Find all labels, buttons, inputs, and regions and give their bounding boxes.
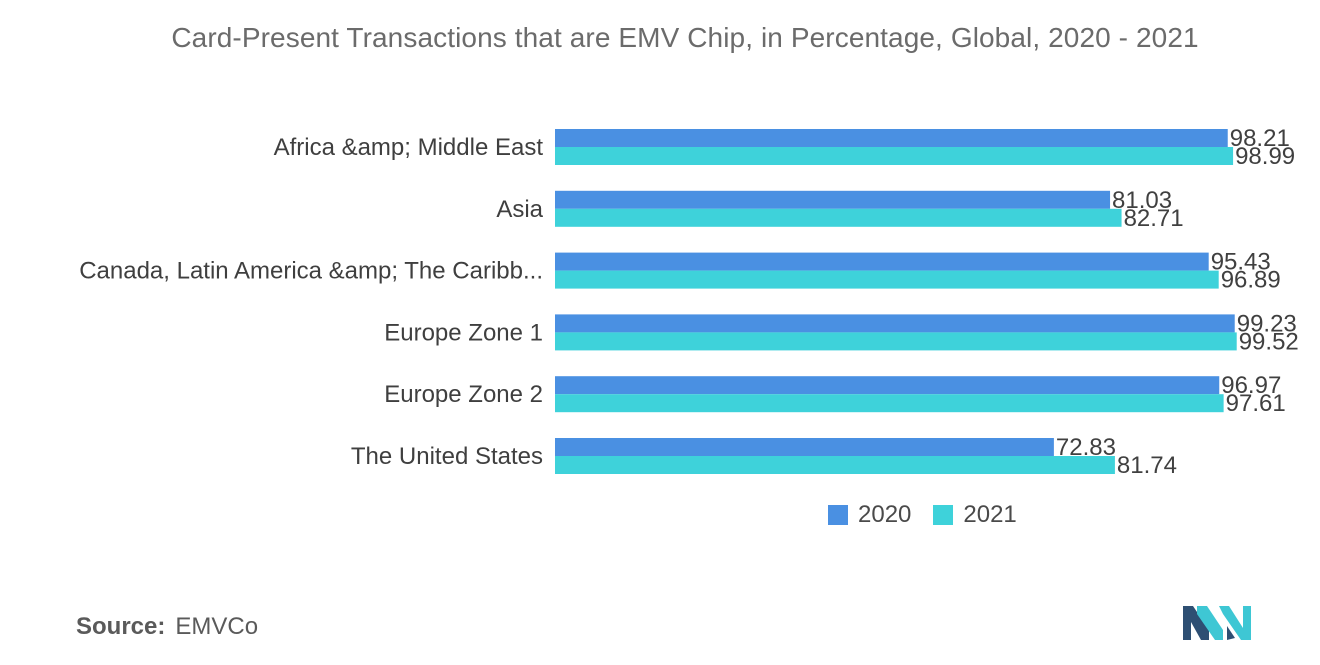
- bar-2020: [555, 314, 1235, 333]
- chart-title: Card-Present Transactions that are EMV C…: [171, 22, 1199, 53]
- data-label-2021: 96.89: [1221, 267, 1281, 294]
- bar-2021: [555, 394, 1224, 413]
- source-text: EMVCo: [175, 613, 259, 640]
- data-label-2021: 99.52: [1239, 328, 1299, 355]
- data-label-2021: 81.74: [1117, 452, 1177, 479]
- data-label-2020: 95.43: [1211, 249, 1271, 276]
- category-label: Africa &amp; Middle East: [274, 134, 544, 161]
- data-label-2021: 98.99: [1235, 143, 1295, 170]
- category-label: The United States: [351, 443, 543, 470]
- legend-label-2020: 2020: [858, 501, 912, 528]
- data-label-2021: 82.71: [1124, 205, 1184, 232]
- source-label: Source:: [76, 613, 166, 640]
- category-label: Europe Zone 1: [384, 319, 543, 346]
- legend-swatch-2020: [828, 505, 848, 525]
- bar-2020: [555, 376, 1220, 395]
- data-label-2020: 81.03: [1112, 187, 1172, 214]
- bar-2020: [555, 129, 1228, 147]
- bar-2021: [555, 332, 1237, 351]
- category-label: Asia: [496, 196, 543, 223]
- legend-item-2020: 2020: [828, 501, 911, 529]
- category-label: Canada, Latin America &amp; The Caribb..…: [79, 258, 543, 285]
- data-label-2020: 96.97: [1221, 372, 1281, 399]
- legend: 2020 2021: [828, 500, 1039, 530]
- legend-item-2021: 2021: [933, 501, 1017, 529]
- bar-2020: [555, 252, 1209, 271]
- bar-2021: [555, 270, 1219, 289]
- bar-2021: [555, 456, 1115, 474]
- data-label-2020: 98.21: [1230, 125, 1290, 152]
- legend-label-2021: 2021: [963, 501, 1017, 528]
- source-note: Source: EMVCo: [76, 613, 258, 641]
- data-label-2021: 97.61: [1226, 390, 1286, 417]
- mordor-logo-icon: [1183, 606, 1251, 640]
- bar-2020: [555, 438, 1054, 456]
- bar-2021: [555, 147, 1234, 165]
- bar-2020: [555, 190, 1111, 209]
- bar-2021: [555, 208, 1122, 227]
- data-label-2020: 99.23: [1237, 310, 1297, 337]
- category-label: Europe Zone 2: [384, 381, 543, 408]
- legend-swatch-2021: [933, 505, 954, 525]
